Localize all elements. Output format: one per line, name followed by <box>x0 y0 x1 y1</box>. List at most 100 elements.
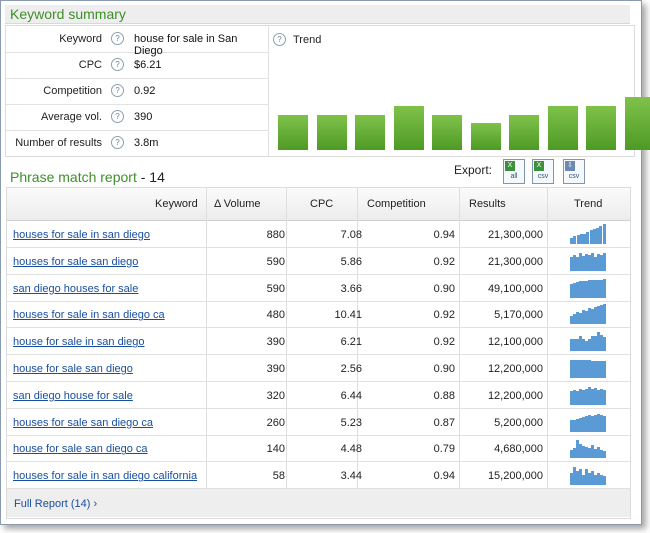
competition-cell: 0.92 <box>433 255 455 268</box>
trend-bar <box>432 115 462 150</box>
trend-sparkline <box>570 358 608 378</box>
phrase-match-count: - 14 <box>140 169 165 185</box>
column-divider <box>357 188 358 488</box>
trend-sparkline <box>570 304 608 325</box>
summary-label: Average vol. <box>41 111 102 123</box>
volume-cell: 390 <box>266 363 285 375</box>
sparkline-bar <box>576 339 579 352</box>
sparkline-bar <box>576 471 579 486</box>
full-report-link[interactable]: Full Report (14) › <box>14 498 98 510</box>
column-header-keyword[interactable]: Keyword <box>155 198 198 210</box>
trend-sparkline <box>570 412 608 432</box>
trend-bar <box>470 123 501 150</box>
volume-cell: 260 <box>266 416 285 429</box>
sparkline-bar <box>573 360 576 378</box>
trend-bar <box>509 115 539 150</box>
sparkline-bar <box>579 280 582 298</box>
trend-sparkline <box>570 278 608 298</box>
keyword-link[interactable]: houses for sale san diego ca <box>13 416 154 429</box>
help-icon[interactable]: ? <box>111 110 124 123</box>
table-row: houses for sale in san diego ca 480 10.41 0… <box>7 301 630 329</box>
sparkline-bar <box>591 279 594 298</box>
help-icon[interactable]: ? <box>111 58 124 71</box>
keyword-link[interactable]: houses for sale san diego <box>13 255 139 268</box>
trend-sparkline <box>570 331 608 352</box>
column-header-volume[interactable]: Δ Volume <box>214 198 261 210</box>
sparkline-bar <box>597 389 600 405</box>
sparkline-bar <box>582 360 585 378</box>
sparkline-bar <box>579 234 583 244</box>
sparkline-bar <box>586 232 590 244</box>
summary-row-competition: Competition ? 0.92 <box>6 78 268 105</box>
column-divider <box>206 188 207 488</box>
keyword-link[interactable]: house for sale san diego ca <box>13 443 148 456</box>
sparkline-bar <box>570 450 573 459</box>
keyword-link[interactable]: houses for sale in san diego ca <box>13 309 165 322</box>
competition-cell: 0.92 <box>433 309 455 322</box>
sparkline-bar <box>570 390 573 405</box>
volume-cell: 58 <box>272 470 285 483</box>
sparkline-bar <box>603 476 606 486</box>
column-divider <box>459 188 460 488</box>
sparkline-bar <box>591 252 594 271</box>
column-divider <box>547 188 548 488</box>
trend-sparkline <box>570 438 608 459</box>
cpc-cell: 5.86 <box>340 255 362 268</box>
help-icon[interactable]: ? <box>111 84 124 97</box>
keyword-link[interactable]: san diego houses for sale <box>13 282 139 295</box>
sparkline-bar <box>582 389 585 405</box>
column-header-cpc[interactable]: CPC <box>310 198 334 210</box>
sparkline-bar <box>603 278 606 298</box>
phrase-match-title-text: Phrase match report <box>10 169 137 185</box>
sparkline-bar <box>594 256 597 271</box>
help-icon[interactable]: ? <box>111 32 124 45</box>
summary-value: house for sale in San Diego <box>134 33 238 57</box>
column-header-competition[interactable]: Competition <box>367 198 426 210</box>
summary-value: 390 <box>134 111 153 123</box>
help-icon[interactable]: ? <box>111 136 124 149</box>
table-row: san diego house for sale 320 6.44 0.88 12,20… <box>7 382 630 409</box>
sparkline-bar <box>594 279 597 298</box>
sparkline-bar <box>588 279 591 298</box>
sparkline-bar <box>592 229 596 244</box>
sparkline-bar <box>591 445 594 459</box>
sparkline-bar <box>585 280 588 298</box>
keyword-link[interactable]: house for sale san diego <box>13 363 133 375</box>
table-row: houses for sale san diego 590 5.86 0.92 21,3… <box>7 248 630 275</box>
sparkline-bar <box>603 415 606 432</box>
keyword-link[interactable]: houses for sale in san diego <box>13 229 150 241</box>
phrase-match-title: Phrase match report - 14 <box>10 169 165 185</box>
sparkline-bar <box>573 236 577 244</box>
sparkline-bar <box>579 444 582 459</box>
sparkline-bar <box>579 313 582 325</box>
column-header-trend[interactable]: Trend <box>574 198 603 210</box>
sparkline-bar <box>579 360 582 378</box>
column-header-results[interactable]: Results <box>469 198 506 210</box>
sparkline-bar <box>582 255 585 271</box>
sparkline-bar <box>591 361 594 378</box>
keyword-link[interactable]: house for sale in san diego <box>13 336 145 349</box>
cpc-cell: 6.44 <box>340 389 362 402</box>
sparkline-bar <box>573 254 576 271</box>
sparkline-bar <box>588 360 591 378</box>
sparkline-bar <box>570 283 573 298</box>
keyword-link[interactable]: san diego house for sale <box>13 389 133 402</box>
keyword-summary-header: Keyword summary <box>5 5 630 24</box>
sparkline-bar <box>603 451 606 459</box>
keyword-link[interactable]: houses for sale in san diego california <box>13 470 198 483</box>
sparkline-bar <box>588 386 591 405</box>
results-cell: 5,170,000 <box>494 309 543 322</box>
trend-help-icon[interactable]: ? <box>273 33 286 46</box>
trend-sparkline <box>570 385 608 405</box>
export-csv-alt-icon[interactable]: ⇩ csv <box>563 159 585 184</box>
sparkline-bar <box>585 469 588 486</box>
sparkline-bar <box>579 417 582 432</box>
column-divider <box>286 188 287 488</box>
volume-cell: 590 <box>266 282 285 295</box>
sparkline-bar <box>582 339 585 352</box>
sparkline-bar <box>576 440 579 459</box>
summary-label: Competition <box>43 85 102 97</box>
sparkline-bar <box>591 471 594 486</box>
